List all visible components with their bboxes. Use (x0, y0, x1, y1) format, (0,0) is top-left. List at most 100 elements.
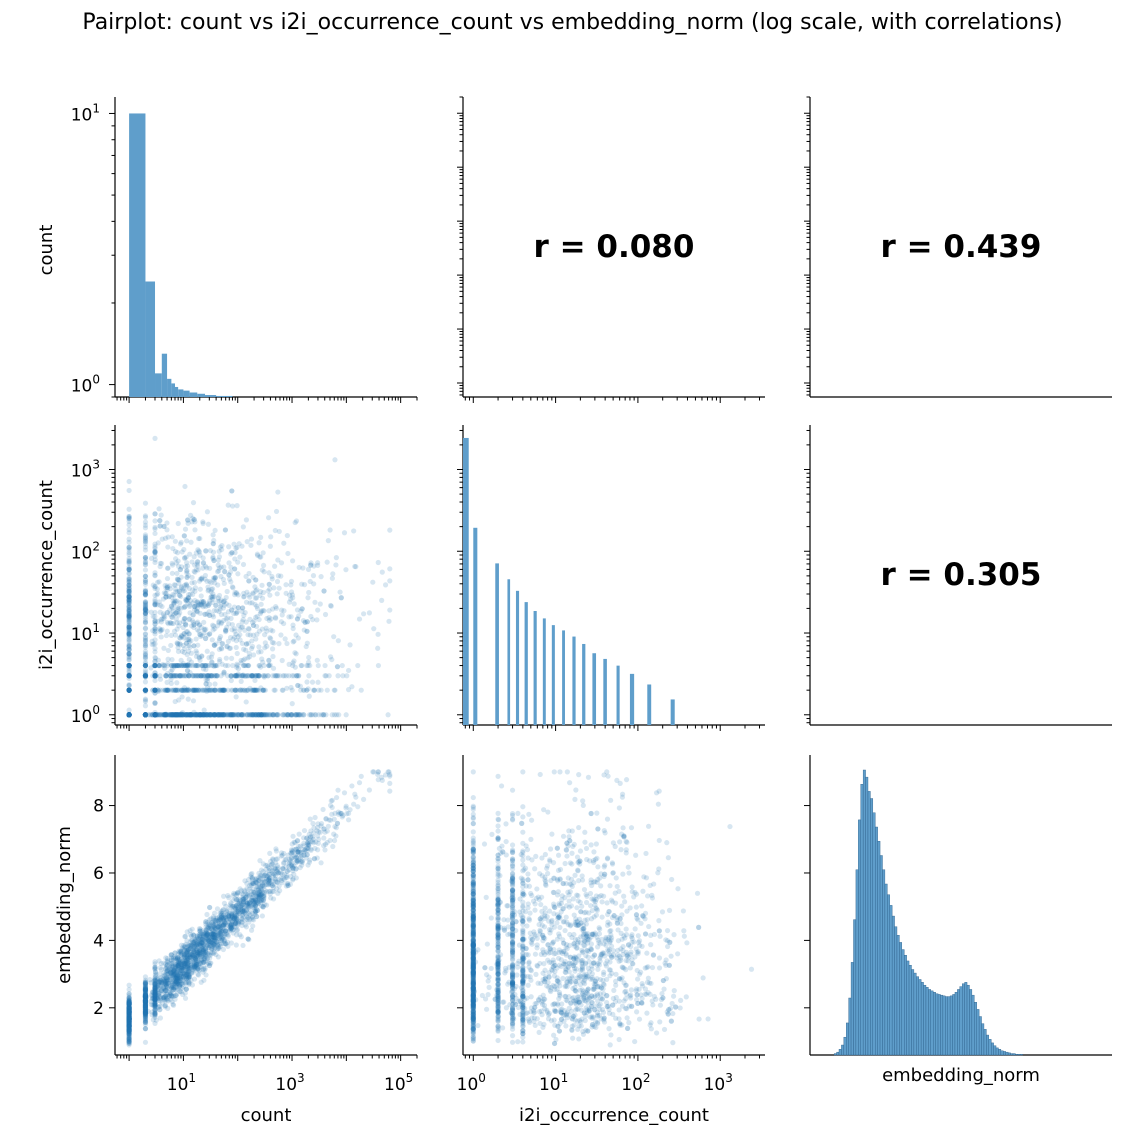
scatter-point (149, 712, 155, 718)
scatter-point (126, 673, 132, 679)
scatter-point (126, 673, 132, 679)
scatter-point (126, 598, 132, 604)
scatter-point (189, 559, 195, 565)
scatter-point (278, 632, 284, 638)
scatter-point (174, 550, 181, 556)
scatter-point (237, 632, 243, 638)
scatter-point (279, 612, 285, 618)
scatter-point (126, 599, 132, 605)
scatter-point (161, 590, 167, 596)
hist-bar (1015, 1054, 1018, 1056)
scatter-point (186, 639, 192, 645)
scatter-point (207, 687, 213, 693)
scatter-point (216, 637, 223, 644)
scatter-point (219, 687, 225, 693)
scatter-point (329, 804, 335, 811)
scatter-point (142, 579, 149, 585)
scatter-point (165, 621, 171, 627)
scatter-point (387, 788, 393, 794)
scatter-point (216, 618, 222, 625)
scatter-point (182, 662, 188, 669)
scatter-point (226, 602, 232, 608)
scatter-point (202, 967, 208, 973)
scatter-point (266, 657, 272, 664)
scatter-point (233, 694, 239, 700)
scatter-point (213, 712, 219, 718)
scatter-point (157, 712, 163, 718)
scatter-point (236, 541, 242, 547)
scatter-point (232, 589, 238, 596)
scatter-point (126, 662, 132, 668)
scatter-point (184, 712, 190, 718)
scatter-point (152, 687, 158, 693)
scatter-point (180, 662, 186, 669)
scatter-point (326, 673, 332, 679)
hist-bar (870, 798, 874, 1056)
scatter-point (229, 712, 236, 718)
scatter-point (168, 662, 175, 669)
scatter-point (181, 604, 187, 611)
scatter-point (126, 557, 132, 563)
scatter-point (321, 843, 327, 849)
scatter-point (227, 712, 233, 718)
scatter-point (234, 503, 240, 509)
scatter-point (193, 662, 199, 669)
scatter-point (263, 862, 269, 869)
scatter-point (232, 566, 238, 572)
scatter-point (221, 712, 227, 718)
scatter-point (171, 712, 178, 718)
scatter-point (183, 554, 189, 560)
scatter-point (166, 687, 172, 693)
scatter-point (288, 582, 294, 588)
scatter-point (126, 643, 132, 649)
scatter-point (219, 641, 225, 647)
scatter-point (228, 564, 234, 570)
scatter-point (174, 662, 180, 669)
scatter-point (155, 590, 161, 597)
scatter-point (274, 868, 280, 875)
scatter-point (241, 687, 247, 693)
scatter-point (211, 712, 218, 718)
scatter-point (126, 687, 132, 693)
scatter-point (267, 635, 273, 641)
scatter-point (142, 617, 149, 623)
scatter-point (184, 712, 191, 718)
scatter-point (253, 588, 259, 594)
scatter-point (170, 591, 176, 598)
scatter-point (222, 687, 228, 693)
scatter-point (126, 641, 132, 648)
scatter-point (261, 608, 267, 614)
scatter-point (203, 677, 209, 683)
scatter-point (290, 639, 296, 645)
scatter-point (345, 667, 352, 674)
scatter-point (177, 541, 184, 547)
scatter-point (126, 681, 132, 688)
scatter-point (189, 673, 195, 679)
scatter-point (154, 602, 161, 608)
scatter-point (157, 517, 163, 524)
scatter-point (216, 646, 223, 653)
scatter-point (238, 657, 244, 664)
scatter-point (290, 558, 296, 564)
scatter-point (185, 600, 191, 606)
scatter-point (292, 664, 298, 670)
scatter-point (181, 662, 187, 669)
scatter-point (375, 662, 382, 669)
scatter-point (328, 602, 334, 609)
scatter-point (210, 555, 216, 562)
scatter-point (168, 673, 174, 679)
scatter-point (247, 632, 253, 638)
scatter-point (331, 837, 338, 844)
scatter-point (333, 794, 340, 801)
scatter-point (152, 662, 158, 669)
scatter-point (235, 673, 242, 679)
scatter-point (179, 648, 185, 655)
scatter-point (197, 712, 203, 718)
scatter-point (142, 599, 149, 605)
scatter-point (182, 620, 188, 627)
scatter-point (126, 487, 132, 494)
scatter-point (213, 602, 219, 609)
hist-bar (533, 611, 537, 725)
scatter-point (169, 594, 175, 600)
scatter-point (126, 522, 132, 528)
